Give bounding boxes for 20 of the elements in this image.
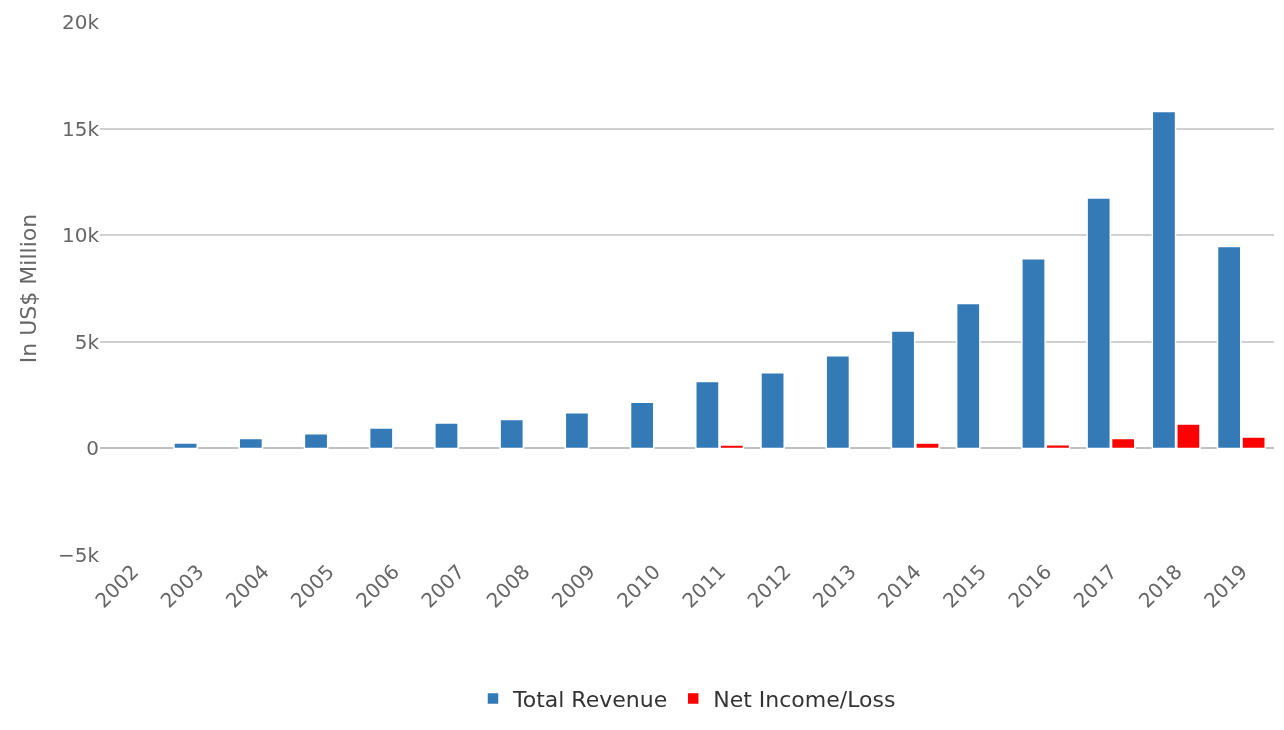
bar — [303, 432, 329, 450]
legend-label: Total Revenue — [512, 686, 668, 712]
bar — [564, 412, 590, 450]
bar — [825, 354, 851, 450]
bar — [368, 427, 394, 450]
legend-label: Net Income/Loss — [713, 686, 896, 712]
y-tick-label: 20k — [61, 10, 100, 34]
bar — [629, 401, 655, 450]
bar — [760, 371, 785, 450]
bar — [238, 437, 264, 450]
bar — [955, 302, 981, 450]
bar — [434, 422, 459, 450]
y-tick-label: 5k — [74, 329, 100, 354]
bar — [173, 442, 198, 450]
y-tick-label: 15k — [61, 116, 100, 141]
y-axis-title: In US$ Million — [15, 213, 41, 364]
bar — [499, 418, 525, 450]
y-tick-label: 0 — [86, 436, 99, 461]
y-tick-label: −5k — [57, 543, 100, 567]
y-tick-label: 10k — [61, 223, 100, 248]
